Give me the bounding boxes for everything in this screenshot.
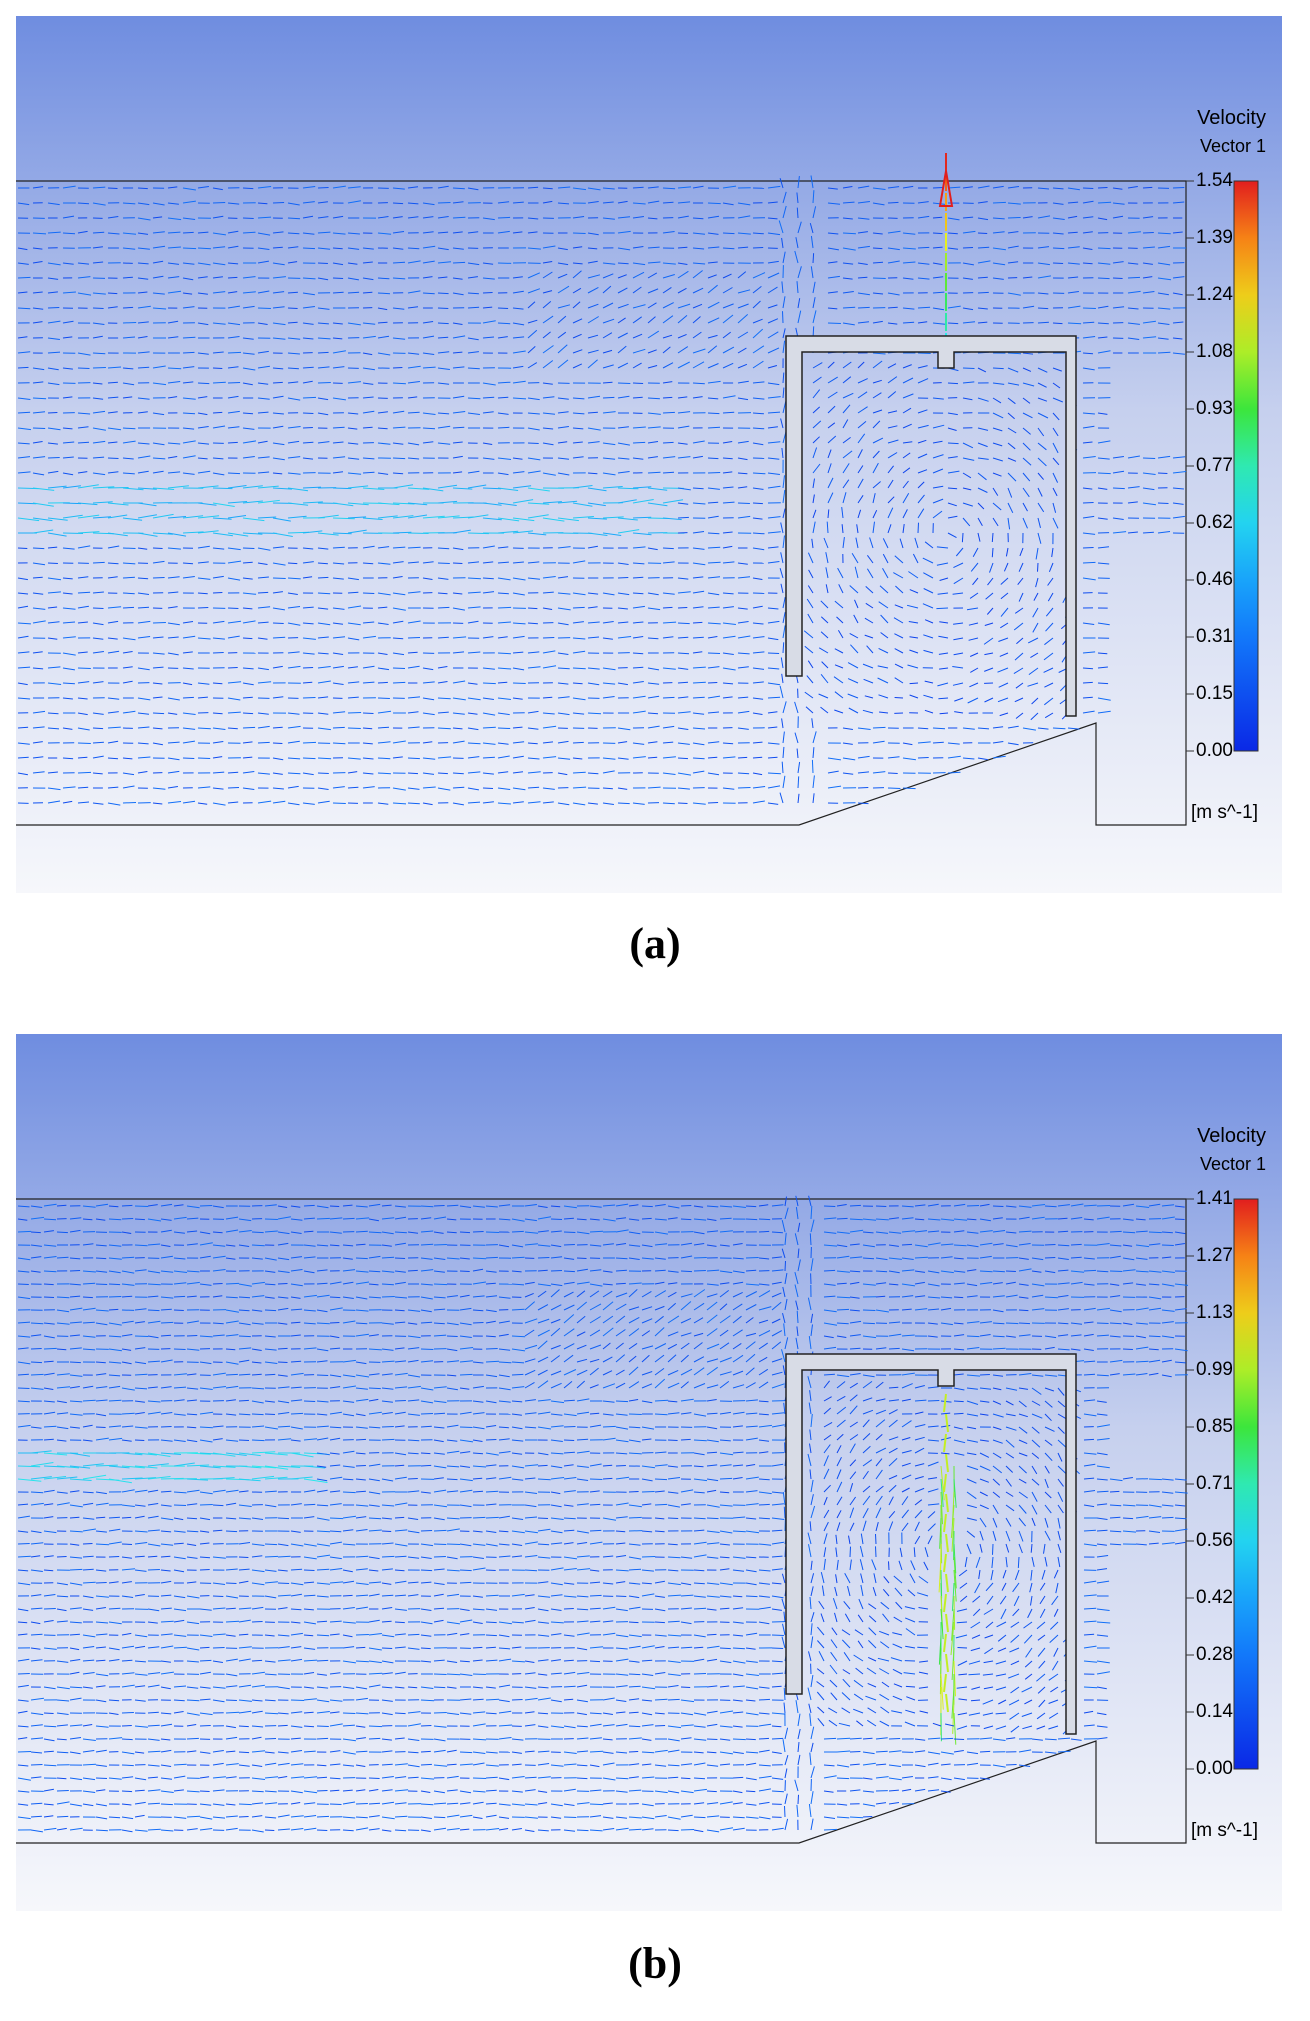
background [16,1034,1282,1911]
color-bar [1233,180,1259,752]
legend-tick-label: 0.31 [1196,626,1233,647]
legend-unit-b: [m s^-1] [1191,1820,1258,1841]
velocity-vector-panel-b: Velocity Vector 1 1.41 1.27 1.13 0.99 0.85 0.… [16,1034,1282,1911]
velocity-vectors [17,153,1187,806]
legend-tick-label: 1.54 [1196,170,1233,191]
legend-tick-label: 0.62 [1196,512,1233,533]
color-bar [1233,1198,1259,1770]
legend-tick-label: 1.24 [1196,284,1233,305]
legend-title-b: Velocity [1197,1125,1266,1147]
legend-tick-label: 1.08 [1196,341,1233,362]
vector-field-plot-b [16,1034,1282,1911]
legend-unit-a: [m s^-1] [1191,802,1258,823]
legend-subtitle-b: Vector 1 [1199,1154,1266,1174]
legend-tick-label: 0.28 [1196,1644,1233,1665]
legend-tick-label: 0.14 [1196,1701,1233,1722]
velocity-vectors [17,1195,1189,1833]
caption-b: (b) [628,1939,682,1988]
legend-tick-label: 0.71 [1196,1473,1233,1494]
legend-tick-label: 0.93 [1196,398,1233,419]
background [16,16,1282,893]
legend-subtitle-a: Vector 1 [1199,136,1266,156]
legend-tick-label: 0.42 [1196,1587,1233,1608]
legend-title-block-b: Velocity Vector 1 [1197,1122,1266,1178]
vector-field-plot-a [16,16,1282,893]
baffle-structure [785,335,1077,717]
max-velocity-arrow [938,170,954,207]
legend-title-block-a: Velocity Vector 1 [1197,104,1266,160]
baffle-structure [785,1353,1077,1735]
legend-title-a: Velocity [1197,107,1266,129]
legend-tick-label: 0.00 [1196,740,1233,761]
legend-tick-label: 0.15 [1196,683,1233,704]
legend-tick-label: 0.77 [1196,455,1233,476]
legend-tick-label: 1.27 [1196,1245,1233,1266]
legend-tick-label: 1.41 [1196,1188,1233,1209]
legend-tick-label: 0.46 [1196,569,1233,590]
legend-tick-label: 1.39 [1196,227,1233,248]
legend-tick-label: 0.00 [1196,1758,1233,1779]
legend-tick-label: 1.13 [1196,1302,1233,1323]
caption-a: (a) [629,919,681,968]
legend-tick-label: 0.85 [1196,1416,1233,1437]
legend-tick-label: 0.56 [1196,1530,1233,1551]
legend-tick-label: 0.99 [1196,1359,1233,1380]
velocity-vector-panel-a: Velocity Vector 1 1.54 1.39 1.24 1.08 0.93 0.… [16,16,1282,893]
